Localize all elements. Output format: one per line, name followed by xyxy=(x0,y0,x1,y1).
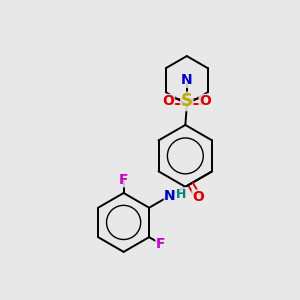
Text: S: S xyxy=(181,92,193,110)
Text: O: O xyxy=(199,94,211,108)
Text: N: N xyxy=(164,189,176,202)
Text: O: O xyxy=(192,190,204,204)
Text: O: O xyxy=(163,94,175,108)
Text: F: F xyxy=(119,173,128,187)
Text: N: N xyxy=(181,73,193,87)
Text: H: H xyxy=(176,188,186,201)
Text: F: F xyxy=(156,237,165,251)
